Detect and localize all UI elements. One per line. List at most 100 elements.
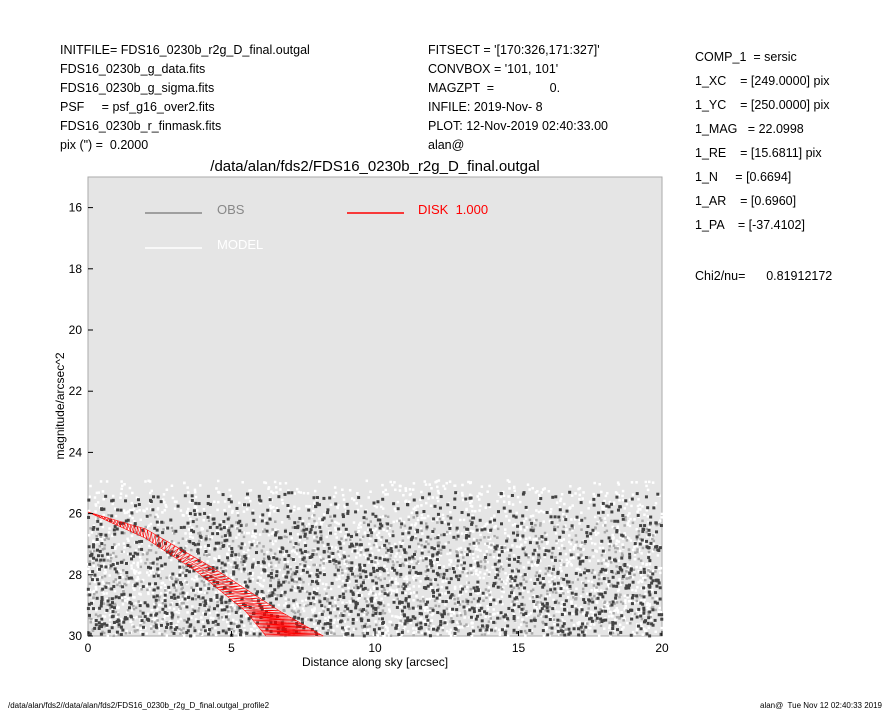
data-point [609,601,612,604]
data-point [509,585,512,588]
data-point [101,554,104,557]
data-point [459,623,462,626]
data-point [434,481,437,484]
data-point [610,570,613,573]
data-point [268,512,271,515]
data-point [513,594,516,597]
data-point [419,606,422,609]
data-point [354,545,357,548]
data-point [585,531,588,534]
data-point [170,576,173,579]
data-point [597,511,600,514]
data-point [223,526,226,529]
data-point [591,542,594,545]
data-point [644,579,647,582]
data-point [186,486,189,489]
data-point [319,538,322,541]
data-point [612,612,615,615]
data-point [613,503,616,506]
data-point [408,557,411,560]
data-point [600,582,603,585]
data-point [420,521,423,524]
data-point [553,588,556,591]
data-point [180,509,183,512]
data-point [507,576,510,579]
data-point [276,507,279,510]
data-point [478,498,481,501]
data-point [449,549,452,552]
data-point [302,529,305,532]
data-point [509,580,512,583]
data-point [463,519,466,522]
data-point [294,526,297,529]
data-point [239,629,242,632]
data-point [391,484,394,487]
data-point [213,607,216,610]
data-point [642,547,645,550]
data-point [188,540,191,543]
data-point [158,632,161,635]
data-point [97,554,100,557]
data-point [117,607,120,610]
data-point [208,519,211,522]
data-point [122,603,125,606]
data-point [375,582,378,585]
data-point [627,514,630,517]
data-point [441,600,444,603]
data-point [323,573,326,576]
data-point [164,509,167,512]
data-point [116,562,119,565]
data-point [350,535,353,538]
data-point [314,490,317,493]
data-point [346,607,349,610]
data-point [512,524,515,527]
data-point [134,630,137,633]
data-point [170,626,173,629]
data-point [207,495,210,498]
data-point [391,615,394,618]
data-point [173,597,176,600]
data-point [503,507,506,510]
data-point [605,572,608,575]
data-point [343,542,346,545]
data-point [557,516,560,519]
data-point [508,519,511,522]
data-point [302,520,305,523]
data-point [527,561,530,564]
data-point [424,620,427,623]
data-point [230,606,233,609]
data-point [412,566,415,569]
data-point [529,541,532,544]
data-point [305,605,308,608]
data-point [658,581,661,584]
data-point [130,567,133,570]
data-point [223,608,226,611]
data-point [372,614,375,617]
data-point [345,590,348,593]
data-point [318,517,321,520]
data-point [637,508,640,511]
data-point [542,488,545,491]
data-point [609,545,612,548]
data-point [389,558,392,561]
data-point [121,531,124,534]
data-point [392,564,395,567]
data-point [434,600,437,603]
data-point [472,530,475,533]
data-point [571,539,574,542]
data-point [534,625,537,628]
data-point [182,514,185,517]
data-point [206,560,209,563]
data-point [109,560,112,563]
data-point [660,524,663,527]
data-point [520,603,523,606]
data-point [430,564,433,567]
data-point [372,570,375,573]
data-point [594,543,597,546]
data-point [193,579,196,582]
data-point [460,561,463,564]
data-point [415,608,418,611]
data-point [499,631,502,634]
data-point [430,546,433,549]
data-point [123,542,126,545]
